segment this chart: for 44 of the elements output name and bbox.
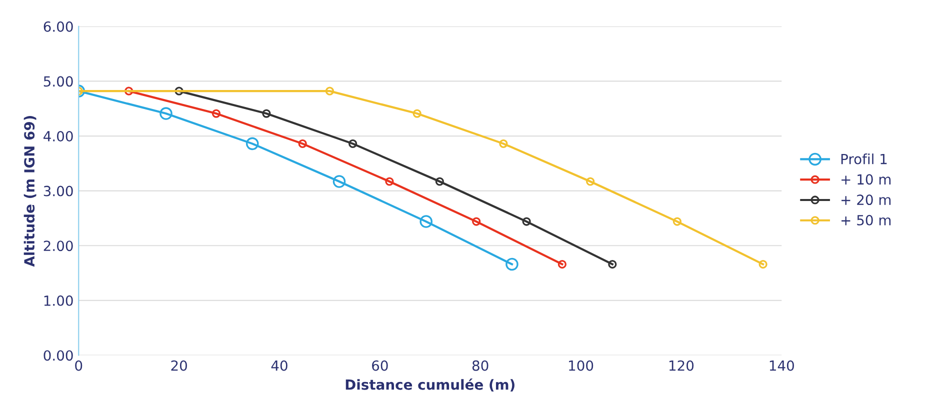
x-tick-label: 60 — [372, 360, 388, 371]
point — [160, 107, 172, 120]
x-tick-label: 100 — [569, 360, 594, 371]
point — [435, 177, 444, 186]
x-tick-label: 0 — [75, 360, 82, 371]
point — [420, 215, 432, 228]
point — [124, 86, 134, 96]
legend-label: + 20 m — [842, 194, 891, 206]
point — [325, 86, 334, 96]
legend-label: + 10 m — [842, 174, 891, 185]
point — [212, 109, 221, 118]
point — [558, 260, 566, 269]
point — [174, 86, 184, 96]
x-tick-label: 80 — [472, 360, 488, 371]
x-tick-label: 20 — [171, 360, 187, 371]
point — [348, 139, 358, 148]
x-tick-label: 120 — [669, 360, 694, 371]
x-tick-label: 140 — [770, 360, 794, 371]
legend-label: Profil 1 — [841, 154, 887, 164]
point — [608, 260, 617, 269]
point — [586, 177, 595, 186]
point — [672, 217, 682, 226]
y-tick-label: 0.00 — [44, 350, 73, 361]
y-tick-label: 4.00 — [44, 130, 73, 142]
y-tick-label: 2.00 — [44, 240, 73, 252]
point — [506, 258, 518, 271]
point — [332, 175, 346, 188]
x-tick-label: 40 — [271, 360, 288, 371]
y-tick-label: 1.00 — [44, 295, 73, 306]
point — [246, 137, 259, 150]
point — [499, 139, 508, 148]
point — [522, 217, 531, 226]
point — [758, 260, 768, 269]
y-tick-label: 5.00 — [44, 76, 73, 87]
point — [385, 177, 394, 186]
y-tick-label: 3.00 — [44, 186, 73, 196]
point — [262, 109, 271, 118]
y-tick-label: 6.00 — [44, 21, 73, 32]
point — [412, 109, 422, 118]
point — [472, 217, 481, 226]
point — [298, 139, 307, 148]
y-axis-title: Altitude (m IGN 69) — [24, 116, 36, 267]
x-axis-title: Distance cumulée (m) — [346, 378, 514, 392]
legend-label: + 50 m — [842, 214, 891, 226]
